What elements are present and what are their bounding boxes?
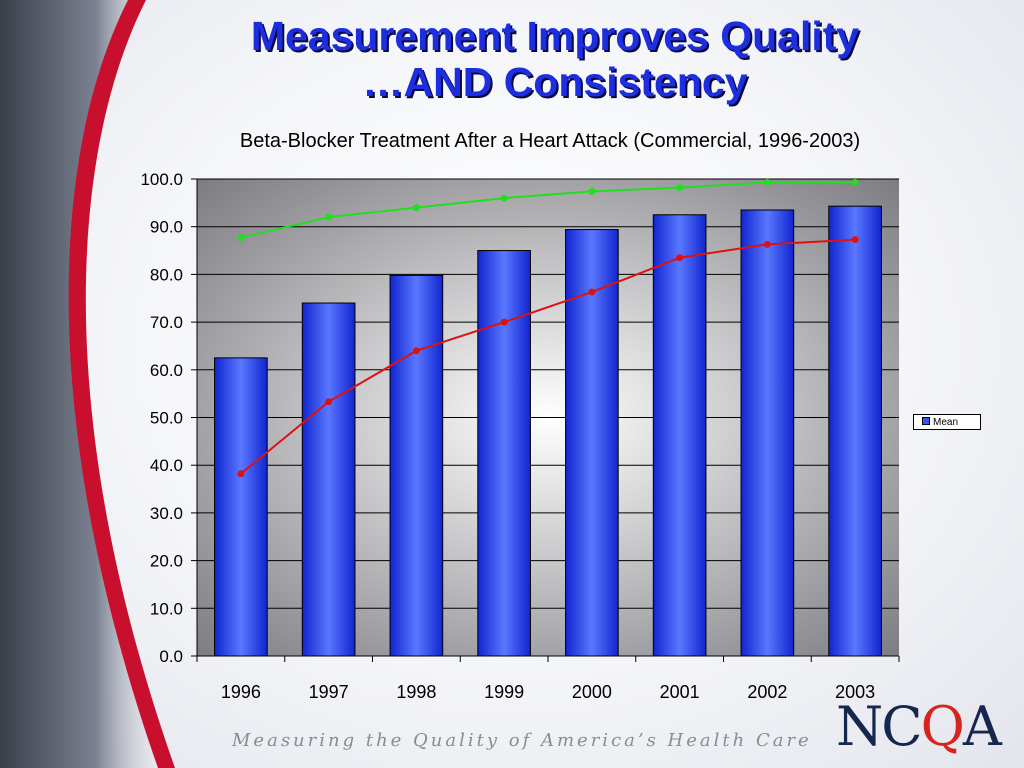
- series-line-2: [240, 238, 856, 475]
- decorative-swoosh: [0, 0, 175, 768]
- y-tick-label: 60.0: [150, 361, 183, 380]
- x-tick-label: 2000: [572, 682, 612, 702]
- x-tick-label: 1997: [309, 682, 349, 702]
- data-point: [851, 236, 859, 244]
- data-point: [412, 347, 420, 355]
- y-tick-label: 40.0: [150, 456, 183, 475]
- data-point: [763, 240, 771, 248]
- chart-legend: Mean: [913, 414, 981, 430]
- data-point: [237, 470, 245, 478]
- data-point: [588, 187, 596, 195]
- bar: [389, 274, 444, 657]
- data-point: [500, 318, 508, 326]
- x-tick-label: 1998: [396, 682, 436, 702]
- y-tick-label: 10.0: [150, 599, 183, 618]
- slide-title-line1: Measurement Improves Quality: [250, 13, 860, 59]
- data-point: [325, 213, 333, 221]
- y-tick-label: 20.0: [150, 552, 183, 571]
- data-point: [676, 254, 684, 262]
- chart-title: Beta-Blocker Treatment After a Heart Att…: [239, 130, 861, 152]
- bar: [828, 205, 882, 657]
- bar: [652, 214, 707, 657]
- data-point: [412, 204, 420, 212]
- y-tick-label: 30.0: [150, 504, 183, 523]
- data-point: [500, 194, 508, 202]
- x-tick-label: 2001: [660, 682, 700, 702]
- bar: [565, 229, 619, 657]
- series-line-1: [240, 181, 856, 239]
- y-tick-label: 80.0: [150, 265, 183, 284]
- y-tick-label: 70.0: [150, 313, 183, 332]
- x-tick-label: 2002: [747, 682, 787, 702]
- bar: [301, 302, 356, 657]
- data-point: [851, 178, 859, 186]
- y-tick-label: 90.0: [150, 218, 183, 237]
- data-point: [588, 288, 596, 296]
- legend-label-mean: Mean: [933, 417, 959, 428]
- y-tick-label: 50.0: [150, 409, 183, 428]
- legend-swatch-mean: [922, 417, 930, 426]
- slide-title-line2: …AND Consistency: [362, 59, 748, 105]
- x-tick-label: 1999: [484, 682, 524, 702]
- x-tick-label: 2003: [835, 682, 875, 702]
- x-tick-label: 1996: [221, 682, 261, 702]
- y-tick-label: 100.0: [140, 170, 183, 189]
- ncqa-logo: NCQA: [836, 695, 1002, 758]
- slide-footer: Measuring the Quality of America’s Healt…: [232, 730, 812, 751]
- bar: [740, 209, 795, 657]
- data-point: [763, 178, 771, 186]
- data-point: [676, 184, 684, 192]
- data-point: [237, 234, 245, 242]
- bar: [477, 250, 531, 657]
- bar: [214, 357, 268, 657]
- data-point: [325, 398, 333, 406]
- y-tick-label: 0.0: [159, 647, 183, 666]
